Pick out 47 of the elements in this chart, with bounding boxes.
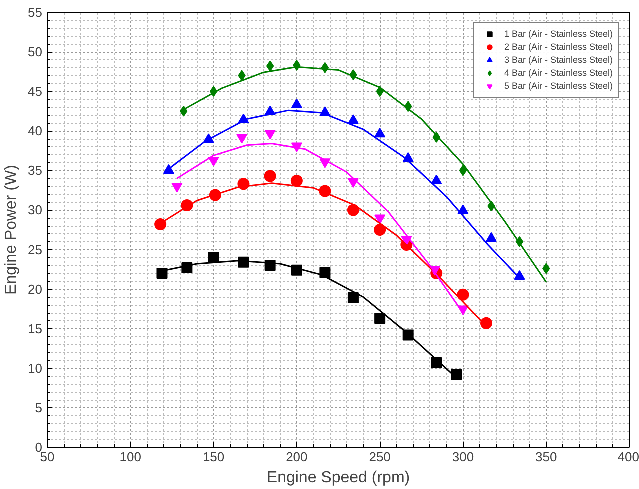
point	[348, 114, 359, 124]
point	[208, 252, 220, 264]
point	[163, 164, 174, 174]
x-axis-title: Engine Speed (rpm)	[266, 470, 410, 486]
x-tick-label: 250	[369, 450, 391, 464]
y-tick-label: 20	[28, 282, 43, 297]
legend-label: 3 Bar (Air - Stainless Steel)	[504, 54, 613, 66]
legend-label: 1 Bar (Air - Stainless Steel)	[504, 28, 613, 40]
point	[451, 369, 462, 380]
point	[264, 170, 276, 182]
point	[266, 60, 274, 72]
x-tick-label: 100	[120, 450, 142, 464]
legend-label: 5 Bar (Air - Stainless Steel)	[504, 80, 613, 92]
y-tick-label: 5	[35, 400, 43, 416]
point	[431, 174, 442, 184]
point	[374, 224, 386, 236]
legend-label: 4 Bar (Air - Stainless Steel)	[504, 67, 613, 79]
y-axis-title: Engine Power (W)	[3, 165, 20, 295]
point	[291, 98, 302, 108]
point	[486, 232, 497, 242]
y-tick-label: 45	[28, 84, 43, 100]
point	[374, 313, 386, 324]
point	[154, 218, 167, 230]
point	[320, 267, 331, 278]
point	[457, 288, 470, 301]
y-tick-label: 40	[28, 124, 43, 139]
point	[458, 204, 469, 214]
y-tick-label: 10	[28, 360, 43, 376]
y-tick-label: 35	[28, 163, 43, 178]
y-tick-label: 55	[28, 5, 43, 20]
point	[290, 174, 303, 187]
point	[348, 292, 359, 304]
y-tick-label: 25	[28, 242, 43, 258]
y-tick-label: 30	[28, 202, 43, 218]
point	[156, 268, 168, 279]
point	[459, 165, 468, 176]
legend-label: 2 Bar (Air - Stainless Steel)	[504, 41, 613, 53]
point	[374, 128, 386, 138]
point	[480, 317, 492, 330]
x-tick-label: 350	[536, 450, 558, 464]
point	[347, 204, 360, 216]
x-tick-label: 150	[202, 450, 225, 464]
y-tick-label: 50	[28, 44, 43, 60]
x-tick-label: 400	[618, 450, 639, 464]
x-tick-label: 200	[286, 450, 308, 464]
x-tick-label: 300	[452, 450, 474, 464]
y-tick-label: 15	[28, 321, 43, 336]
